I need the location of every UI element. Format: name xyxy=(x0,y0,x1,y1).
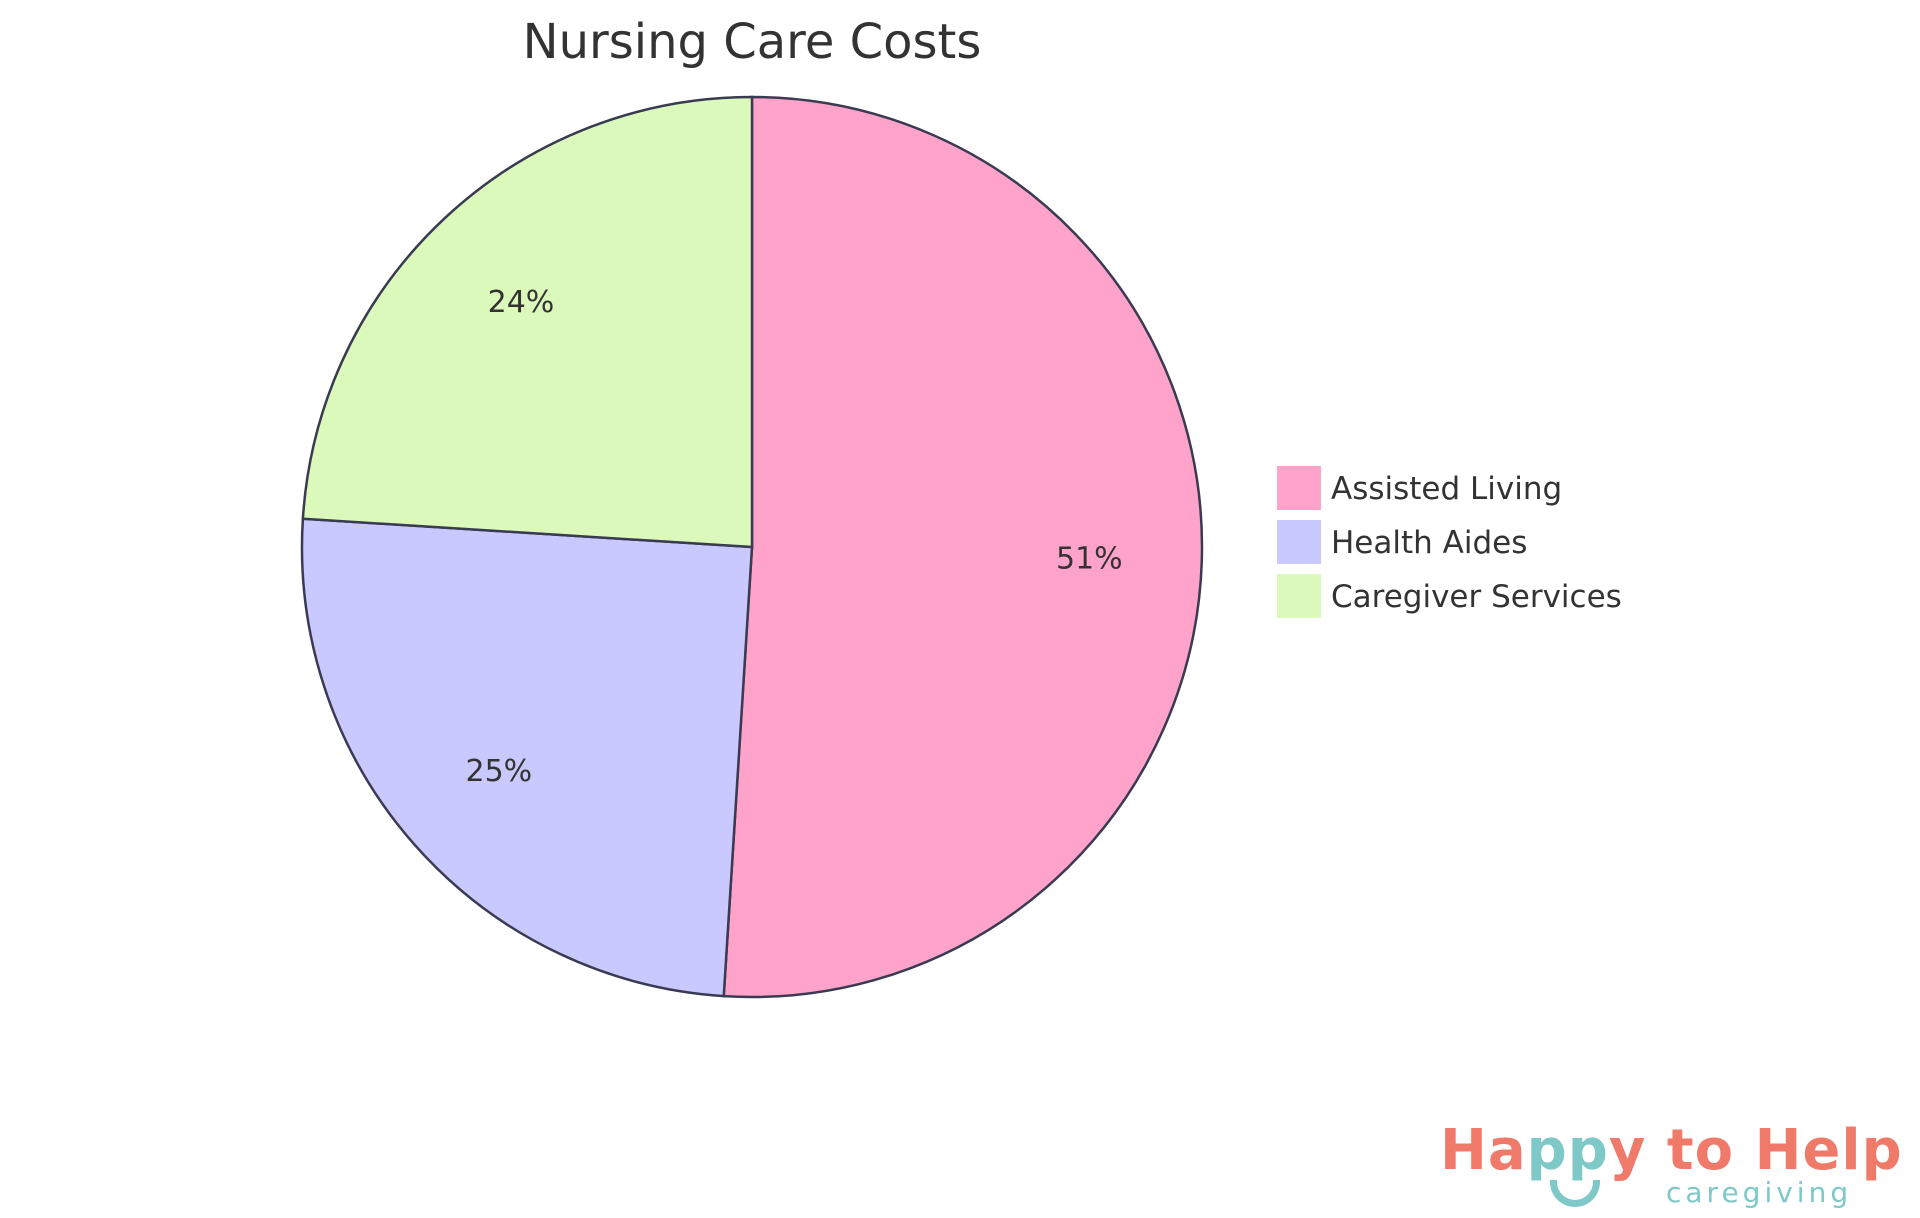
pie-slice-assisted-living xyxy=(722,95,1204,999)
slice-label: 51% xyxy=(1056,542,1123,577)
legend-label: Health Aides xyxy=(1331,525,1527,561)
legend-label: Caregiver Services xyxy=(1331,579,1622,615)
happy-to-help-logo: Happy to Help caregiving xyxy=(1440,1118,1910,1218)
pie-slice-caregiver-services xyxy=(301,95,754,549)
legend-swatch xyxy=(1277,520,1321,564)
legend-label: Assisted Living xyxy=(1331,471,1562,507)
slice-label: 24% xyxy=(488,285,555,320)
smile-icon xyxy=(1550,1180,1600,1207)
legend-swatch xyxy=(1277,466,1321,510)
chart-title: Nursing Care Costs xyxy=(523,14,982,70)
legend-swatch xyxy=(1277,574,1321,618)
pie-slice-health-aides xyxy=(300,517,754,998)
slice-label: 25% xyxy=(465,754,532,789)
logo-text: Happy to Help xyxy=(1440,1118,1903,1183)
logo-subtitle: caregiving xyxy=(1666,1176,1853,1209)
